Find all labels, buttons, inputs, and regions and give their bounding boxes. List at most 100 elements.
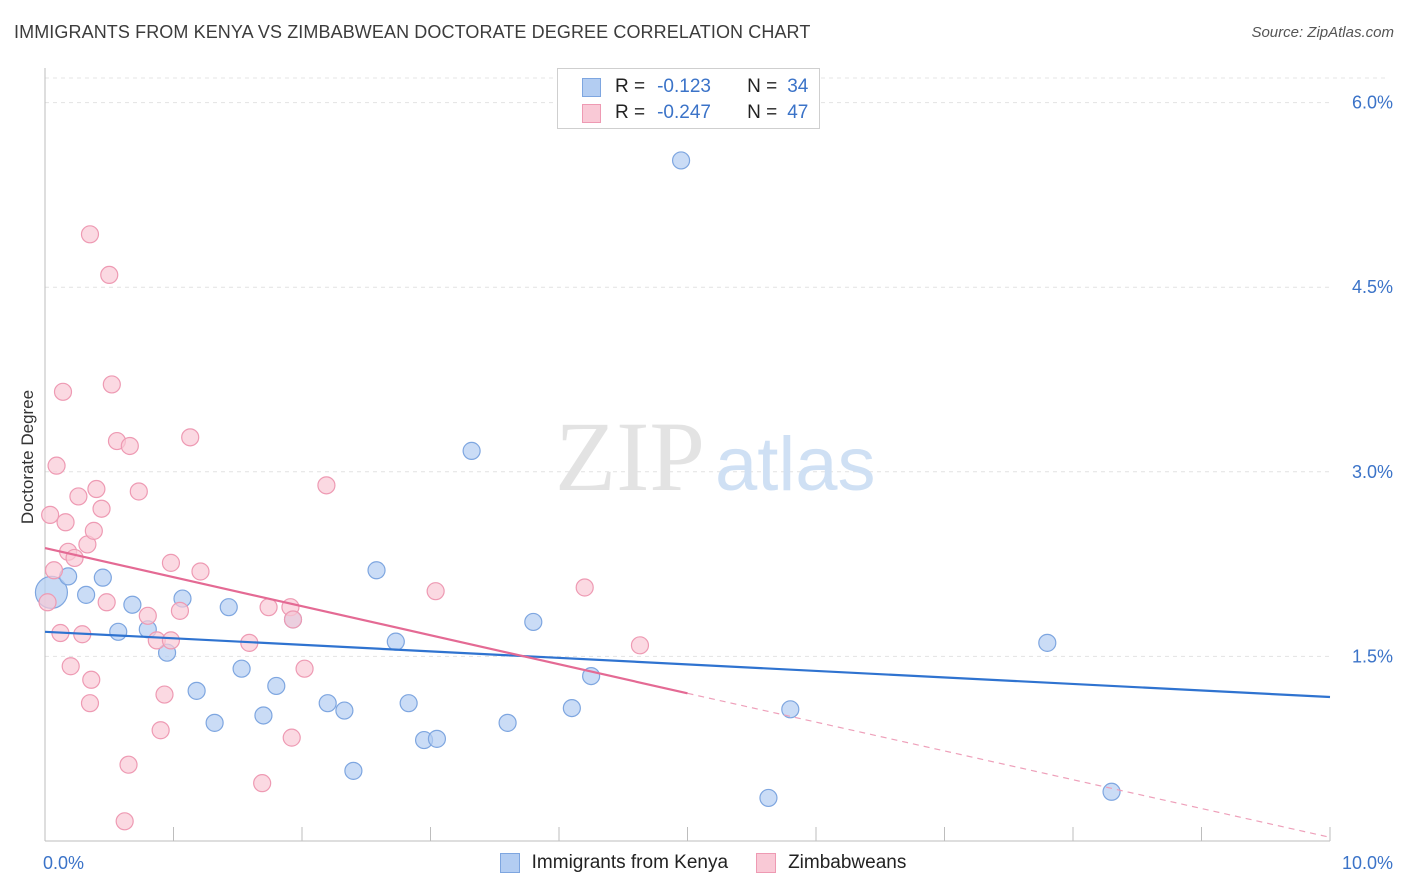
tick-labels: 1.5% 3.0% 4.5% 6.0% 0.0% 10.0% (43, 93, 1393, 873)
kenya-point[interactable] (93, 568, 112, 587)
zimbabwe-point[interactable] (283, 610, 303, 629)
zimbabwe-point[interactable] (56, 513, 75, 532)
zimbabwe-point[interactable] (82, 670, 101, 689)
y-axis-label: Doctorate Degree (18, 390, 37, 524)
legend-r-value: -0.123 (657, 76, 711, 97)
x-tick-label-max: 10.0% (1342, 853, 1393, 873)
kenya-point[interactable] (524, 612, 543, 632)
kenya-point[interactable] (335, 701, 354, 720)
zimbabwe-point[interactable] (129, 482, 148, 501)
kenya-point[interactable] (671, 151, 691, 170)
grid-lines (45, 77, 1385, 657)
zimbabwe-point[interactable] (151, 721, 170, 740)
legend-label-kenya: Immigrants from Kenya (531, 852, 729, 873)
zimbabwe-point[interactable] (102, 375, 121, 394)
zimbabwe-point[interactable] (80, 225, 100, 244)
y-tick-label: 4.5% (1352, 277, 1393, 297)
chart-title: IMMIGRANTS FROM KENYA VS ZIMBABWEAN DOCT… (14, 22, 811, 42)
zimbabwe-point[interactable] (630, 636, 650, 655)
zimbabwe-point[interactable] (87, 479, 106, 499)
kenya-point[interactable] (759, 788, 778, 808)
legend-r-label: R = (615, 102, 646, 123)
kenya-point[interactable] (562, 698, 581, 718)
zimbabwe-point[interactable] (253, 774, 272, 793)
kenya-point[interactable] (462, 441, 481, 460)
kenya-point[interactable] (1038, 633, 1057, 652)
zimbabwe-point[interactable] (181, 428, 200, 447)
legend-label-zimbabwe: Zimbabweans (788, 852, 907, 873)
source-credit: Source: ZipAtlas.com (1251, 24, 1394, 41)
zimbabwe-point[interactable] (155, 685, 174, 704)
kenya-point[interactable] (367, 561, 386, 580)
zimbabwe-point[interactable] (97, 593, 116, 612)
legend-row-kenya: R = -0.123 N = 34 (582, 75, 808, 99)
legend-n-label: N = (747, 76, 778, 97)
kenya-point[interactable] (498, 713, 517, 732)
kenya-point[interactable] (386, 632, 405, 651)
kenya-point[interactable] (77, 585, 96, 604)
zimbabwe-point[interactable] (80, 694, 100, 713)
kenya-point[interactable] (232, 659, 251, 678)
legend-swatch-zimbabwe (582, 103, 601, 123)
zimbabwe-point[interactable] (92, 499, 111, 518)
zimbabwe-point[interactable] (44, 561, 64, 580)
zimbabwe-point[interactable] (191, 562, 210, 581)
zimbabwe-point[interactable] (575, 578, 594, 597)
zimbabwe-point[interactable] (161, 631, 181, 650)
watermark-zip: ZIP (555, 401, 705, 512)
watermark-atlas: atlas (715, 422, 876, 507)
legend-r-label: R = (615, 76, 646, 97)
kenya-point[interactable] (427, 729, 447, 748)
zimbabwe-point[interactable] (38, 593, 57, 612)
zimbabwe-point[interactable] (161, 553, 181, 572)
trend-lines (44, 547, 1331, 838)
kenya-point[interactable] (123, 595, 142, 614)
zimbabwe-point[interactable] (170, 601, 190, 620)
kenya-point[interactable] (187, 681, 206, 700)
kenya-point[interactable] (254, 706, 273, 725)
legend-n-value: 34 (787, 76, 809, 97)
zimbabwe-point[interactable] (65, 548, 84, 568)
kenya-point[interactable] (318, 694, 337, 713)
kenya-point[interactable] (1102, 782, 1121, 801)
y-tick-label: 6.0% (1352, 93, 1393, 113)
zimbabwe-point[interactable] (53, 382, 73, 401)
zimbabwe-point[interactable] (69, 487, 88, 506)
kenya-point[interactable] (781, 700, 800, 719)
axes (44, 68, 1331, 842)
kenya-point[interactable] (205, 713, 224, 732)
kenya-point[interactable] (219, 598, 238, 617)
zimbabwe-point[interactable] (115, 812, 134, 831)
zimbabwe-point[interactable] (138, 606, 157, 625)
legend-n-value: 47 (787, 102, 809, 123)
kenya-point[interactable] (109, 622, 128, 641)
zimbabwe-point[interactable] (100, 265, 119, 285)
correlation-legend: R = -0.123 N = 34 R = -0.247 N = 47 (557, 68, 820, 129)
zimbabwe-point[interactable] (295, 659, 314, 678)
watermark: ZIP atlas (555, 401, 876, 512)
legend-item-zimbabwe[interactable]: Zimbabweans (756, 852, 906, 874)
legend-row-zimbabwe: R = -0.247 N = 47 (582, 101, 808, 125)
kenya-trend-line (44, 630, 1331, 699)
legend-r-value: -0.247 (657, 102, 711, 123)
kenya-point[interactable] (267, 676, 286, 696)
zimbabwe-point[interactable] (47, 456, 66, 475)
legend-swatch-zimbabwe (756, 853, 777, 873)
zimbabwe-point[interactable] (120, 436, 139, 456)
y-tick-label: 1.5% (1352, 646, 1393, 666)
legend-n-label: N = (747, 102, 778, 123)
zimbabwe-point[interactable] (61, 657, 80, 676)
zimbabwe-point[interactable] (317, 476, 336, 495)
zimbabwe-point[interactable] (119, 755, 138, 774)
zimbabwe-point[interactable] (41, 505, 60, 524)
x-tick-label-min: 0.0% (43, 853, 84, 873)
legend-item-kenya[interactable]: Immigrants from Kenya (499, 852, 729, 874)
zimbabwe-point[interactable] (259, 598, 278, 617)
zimbabwe-point[interactable] (84, 521, 103, 540)
zimbabwe-point[interactable] (426, 582, 445, 601)
series-zimbabwe-points (38, 225, 650, 831)
zimbabwe-trend-line (44, 547, 688, 695)
kenya-point[interactable] (399, 694, 418, 713)
kenya-point[interactable] (344, 761, 363, 780)
zimbabwe-point[interactable] (282, 728, 301, 747)
